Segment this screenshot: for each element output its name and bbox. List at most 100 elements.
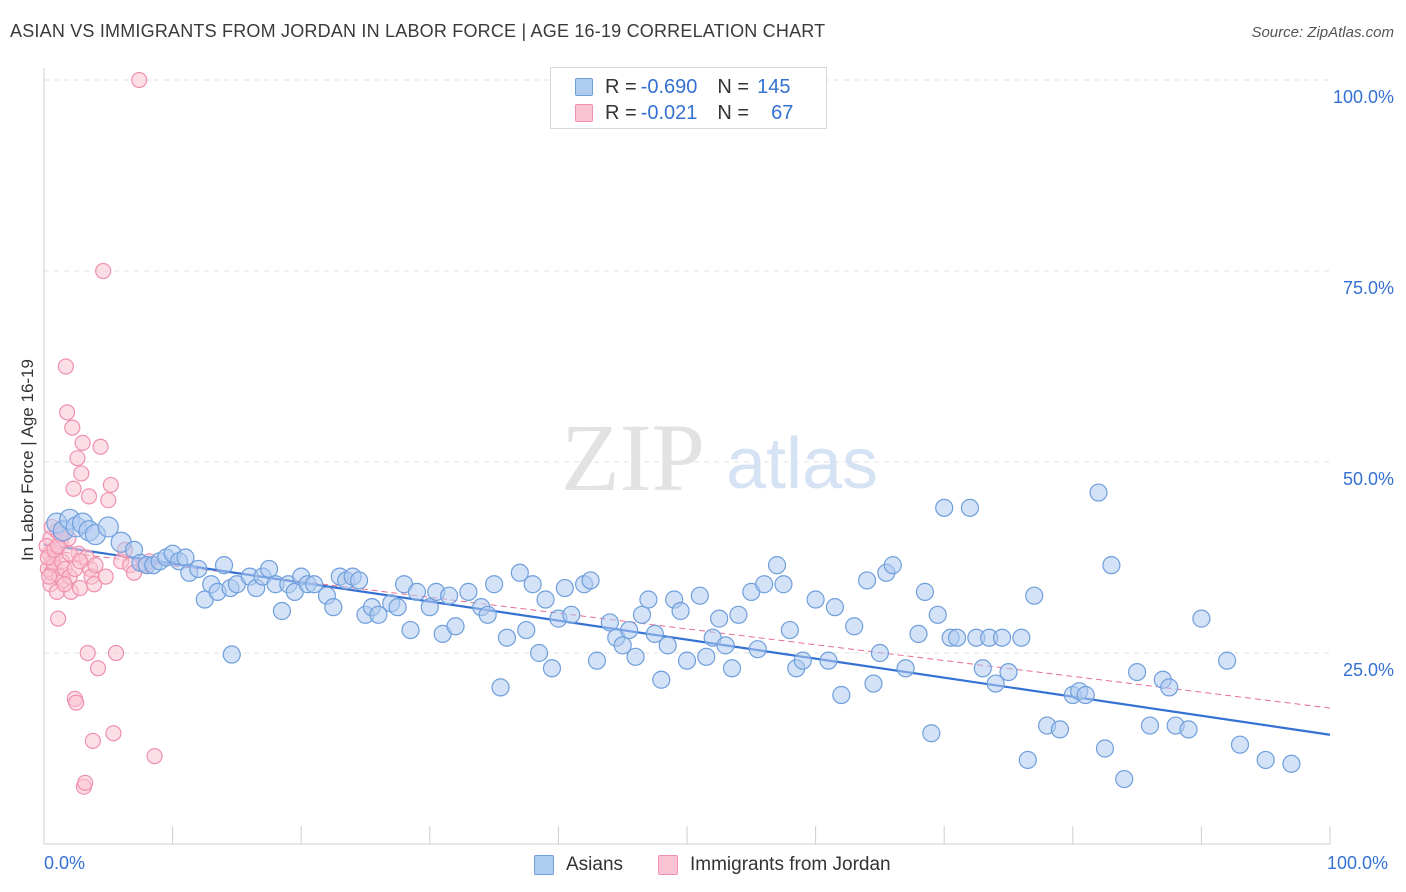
asians-swatch (534, 855, 554, 875)
asians-point-7 (97, 516, 119, 538)
r-value: -0.690 (640, 75, 698, 98)
asians-point-103 (806, 590, 825, 609)
asians-point-74 (587, 651, 607, 670)
r-label: R = (605, 75, 637, 98)
asians-point-128 (1012, 628, 1031, 647)
asians-point-141 (1140, 716, 1160, 735)
asians-point-25 (222, 645, 241, 664)
asians-point-91 (710, 609, 729, 628)
y-tick-label-25: 25.0% (1342, 660, 1394, 680)
asians-point-140 (1127, 662, 1147, 682)
jordan-point-17 (59, 404, 76, 421)
asians-point-23 (214, 556, 234, 575)
asians-point-123 (973, 659, 992, 678)
asians-point-88 (690, 586, 709, 605)
jordan-point-31 (77, 774, 94, 791)
x-tick-label-right: 100.0% (1327, 853, 1389, 873)
asians-point-120 (947, 628, 967, 647)
asians-point-100 (780, 620, 799, 640)
asians-point-113 (896, 659, 915, 678)
jordan-swatch (575, 104, 593, 122)
asians-point-148 (1230, 735, 1250, 754)
asians-point-121 (960, 498, 980, 517)
jordan-swatch (658, 855, 678, 875)
y-axis-label: In Labor Force | Age 16-19 (18, 359, 37, 561)
jordan-point-33 (79, 644, 96, 662)
asians-point-46 (369, 605, 388, 624)
asians-point-98 (767, 556, 787, 575)
r-value: -0.021 (640, 101, 698, 124)
asians-trend-line (43, 543, 1331, 736)
jordan-point-42 (95, 262, 112, 280)
asians-point-137 (1095, 739, 1115, 758)
asians-point-71 (562, 605, 581, 624)
asians-point-87 (677, 651, 697, 670)
asians-point-81 (639, 590, 658, 609)
legend-row-jordan: R = -0.021 N = 67 (575, 100, 793, 126)
legend-row-asians: R = -0.690 N = 145 (575, 74, 790, 100)
asians-point-75 (600, 613, 619, 632)
legend-label-jordan: Immigrants from Jordan (690, 854, 891, 875)
asians-point-117 (928, 605, 947, 624)
y-tick-label-75: 75.0% (1342, 278, 1394, 298)
asians-point-145 (1179, 720, 1198, 739)
asians-point-39 (324, 598, 343, 617)
jordan-point-47 (107, 644, 125, 662)
asians-point-115 (915, 582, 935, 601)
asians-point-60 (485, 575, 504, 594)
n-label: N = (717, 101, 750, 124)
asians-point-108 (857, 571, 877, 590)
asians-point-52 (420, 598, 439, 617)
asians-point-132 (1050, 720, 1070, 739)
asians-point-63 (510, 563, 529, 582)
asians-point-147 (1218, 651, 1237, 670)
jordan-point-27 (71, 579, 89, 597)
asians-point-125 (986, 674, 1005, 693)
asians-point-37 (304, 575, 324, 594)
jordan-point-38 (86, 576, 103, 593)
asians-point-116 (922, 724, 941, 743)
asians-point-65 (523, 575, 542, 594)
watermark-zip: ZIP (561, 404, 705, 511)
asians-point-61 (491, 678, 510, 697)
asians-point-56 (446, 617, 465, 636)
asians-point-66 (530, 643, 549, 663)
jordan-point-21 (64, 419, 81, 436)
jordan-point-22 (65, 480, 82, 497)
jordan-point-29 (74, 434, 91, 451)
asians-point-43 (349, 571, 369, 590)
r-label: R = (605, 101, 637, 124)
jordan-point-55 (146, 748, 163, 765)
asians-point-112 (883, 556, 902, 575)
asians-point-129 (1018, 750, 1037, 770)
asians-point-89 (697, 647, 716, 666)
asians-point-79 (626, 647, 645, 666)
jordan-point-45 (102, 476, 119, 494)
asians-point-104 (819, 651, 838, 670)
asians-point-139 (1115, 769, 1134, 789)
asians-point-149 (1256, 750, 1275, 770)
watermark: ZIP atlas (561, 404, 878, 511)
asians-point-70 (555, 578, 574, 598)
correlation-legend: R = -0.690 N = 145 R = -0.021 N = 67 (550, 67, 827, 129)
chart-title: ASIAN VS IMMIGRANTS FROM JORDAN IN LABOR… (10, 21, 826, 41)
asians-point-143 (1160, 678, 1179, 697)
asians-point-150 (1282, 754, 1301, 773)
asians-point-126 (992, 628, 1012, 647)
asians-point-92 (716, 636, 735, 655)
asians-point-84 (658, 636, 677, 655)
jordan-point-25 (69, 450, 86, 467)
asians-point-97 (755, 575, 774, 594)
asians-point-62 (497, 628, 517, 647)
asians-point-57 (459, 582, 478, 601)
asians-point-118 (935, 498, 954, 517)
asians-point-68 (542, 659, 562, 678)
asians-point-82 (645, 624, 664, 644)
asians-point-48 (388, 598, 407, 617)
legend-item-jordan[interactable]: Immigrants from Jordan (658, 854, 891, 876)
jordan-point-46 (105, 725, 122, 742)
jordan-point-16 (57, 358, 74, 375)
asians-point-77 (613, 636, 632, 655)
legend-item-asians[interactable]: Asians (534, 854, 623, 876)
